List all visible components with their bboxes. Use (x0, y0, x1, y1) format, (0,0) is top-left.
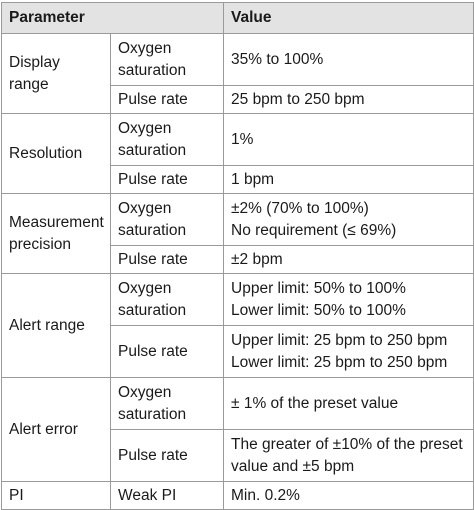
alert-range-oxygen-label: Oxygen saturation (109, 273, 225, 326)
alert-range-pulse-label: Pulse rate (109, 325, 225, 378)
display-range-oxygen-label: Oxygen saturation (109, 33, 225, 86)
pi-weak-label: Weak PI (109, 481, 225, 510)
table-row: Pulse rate Upper limit: 25 bpm to 250 bp… (2, 325, 474, 378)
table-row: Pulse rate 25 bpm to 250 bpm (2, 85, 474, 114)
alert-error-oxygen-label: Oxygen saturation (109, 377, 225, 430)
display-range-pulse-value: 25 bpm to 250 bpm (223, 85, 474, 114)
resolution-pulse-value: 1 bpm (223, 165, 474, 194)
measurement-precision-pulse-label: Pulse rate (109, 245, 225, 274)
display-range-label: Display range (1, 33, 111, 114)
table-row: Resolution Oxygen saturation 1% (1, 113, 474, 194)
resolution-oxygen-value: 1% (223, 113, 474, 166)
measurement-precision-oxygen-value: ±2% (70% to 100%) No requirement (≤ 69%) (223, 193, 474, 246)
alert-range-label: Alert range (1, 273, 111, 378)
table-row: Measurement precision Oxygen saturation … (1, 193, 474, 274)
alert-error-pulse-label: Pulse rate (109, 429, 225, 482)
display-range-pulse-label: Pulse rate (109, 85, 225, 114)
table-row: Alert error Oxygen saturation ± 1% of th… (1, 377, 474, 482)
table-row: PI Weak PI Min. 0.2% (1, 481, 474, 510)
header-row: Parameter Value (0, 2, 474, 34)
table-row: Alert range Oxygen saturation Upper limi… (1, 273, 474, 378)
alert-range-pulse-value: Upper limit: 25 bpm to 250 bpm Lower lim… (223, 325, 474, 378)
pi-label: PI (1, 481, 111, 510)
measurement-precision-pulse-value: ±2 bpm (223, 245, 474, 274)
table-row: Pulse rate 1 bpm (2, 165, 474, 194)
table-row: Display range Oxygen saturation 35% to 1… (1, 33, 474, 114)
display-range-oxygen-value: 35% to 100% (223, 33, 474, 86)
resolution-oxygen-label: Oxygen saturation (109, 113, 225, 166)
parameter-header: Parameter (0, 2, 225, 34)
alert-range-oxygen-value: Upper limit: 50% to 100% Lower limit: 50… (223, 273, 474, 326)
resolution-pulse-label: Pulse rate (109, 165, 225, 194)
alert-error-label: Alert error (1, 377, 111, 482)
resolution-label: Resolution (1, 113, 111, 194)
alert-error-oxygen-value: ± 1% of the preset value (223, 377, 474, 430)
pi-weak-value: Min. 0.2% (223, 481, 474, 510)
measurement-precision-oxygen-label: Oxygen saturation (109, 193, 225, 246)
alert-error-pulse-value: The greater of ±10% of the preset value … (223, 429, 474, 482)
value-header: Value (223, 2, 474, 34)
measurement-precision-label: Measurement precision (1, 193, 111, 274)
table-row: Pulse rate ±2 bpm (2, 245, 474, 274)
